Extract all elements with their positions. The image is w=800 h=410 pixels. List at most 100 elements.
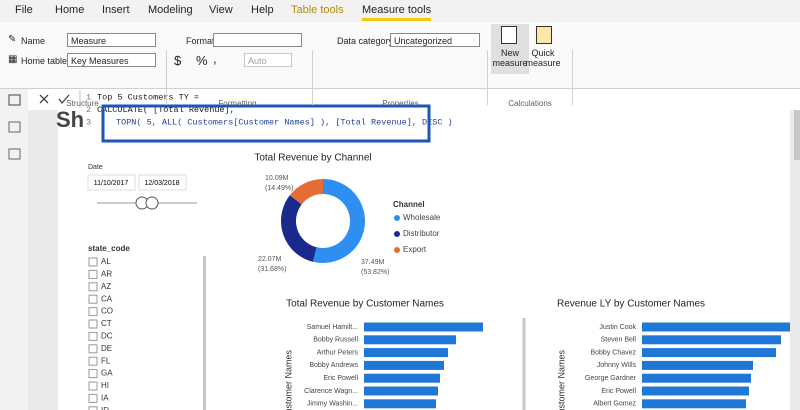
legend-marker xyxy=(394,247,400,253)
currency-button[interactable]: $ xyxy=(174,53,182,68)
date-end-box[interactable] xyxy=(138,174,187,191)
slicer-title: state_code xyxy=(88,244,130,253)
category-label: Justin Cook xyxy=(599,324,636,331)
pie-slice xyxy=(289,179,323,205)
group-label: Properties xyxy=(382,99,419,108)
category-label: Eric Powell xyxy=(323,375,358,382)
tab-bar: File Home Insert Modeling View Help Table tool… xyxy=(0,0,800,22)
quick-measure-icon xyxy=(536,26,552,44)
legend-label: Wholesale xyxy=(403,213,441,222)
data-label: 10.09M xyxy=(265,175,289,182)
pie-slice xyxy=(281,195,317,262)
slicer-item: CO xyxy=(101,307,113,316)
bar xyxy=(642,386,749,396)
slicer-item: HI xyxy=(101,381,109,390)
visuals: Total Revenue by Channel 37.49M (53.82%) 22… xyxy=(254,153,790,410)
checkbox[interactable] xyxy=(88,257,98,267)
checkbox[interactable] xyxy=(88,282,98,292)
bar xyxy=(364,360,444,370)
report-title: Sh xyxy=(56,107,84,132)
comma-button[interactable]: , xyxy=(213,51,217,66)
name-input[interactable]: Measure xyxy=(67,33,156,47)
checkbox[interactable] xyxy=(88,319,98,329)
date-start-box[interactable] xyxy=(87,174,136,191)
percent-button[interactable]: % xyxy=(196,53,208,68)
chart-title: Total Revenue by Customer Names xyxy=(286,299,444,310)
bar xyxy=(642,360,753,370)
bar xyxy=(642,322,790,332)
slicer-item: ID xyxy=(101,406,109,410)
report-view-icon[interactable] xyxy=(8,94,21,106)
quick-measure-button[interactable]: Quick measure xyxy=(525,48,561,68)
context-tab[interactable]: Table tools xyxy=(291,4,344,16)
page-scrollbar[interactable] xyxy=(794,100,800,160)
data-category-select[interactable]: Uncategorized xyxy=(390,33,480,47)
group-separator xyxy=(166,50,167,105)
data-view-icon[interactable] xyxy=(8,121,21,133)
line-number: 2 xyxy=(86,105,91,115)
ribbon-tab[interactable]: File xyxy=(15,4,33,16)
new-measure-icon xyxy=(501,26,517,44)
cancel-icon[interactable] xyxy=(39,94,49,104)
line-number: 1 xyxy=(86,92,91,102)
ribbon-tab[interactable]: Insert xyxy=(102,4,130,16)
checkbox[interactable] xyxy=(88,331,98,341)
format-select[interactable] xyxy=(213,33,302,47)
legend-marker xyxy=(394,231,400,237)
category-label: George Gardner xyxy=(585,375,637,382)
group-separator xyxy=(572,50,573,105)
ribbon-tab[interactable]: View xyxy=(209,4,233,16)
new-measure-button[interactable]: New measure xyxy=(492,48,528,68)
bar xyxy=(364,373,440,383)
category-label: Jimmy Washin... xyxy=(307,401,358,408)
slicer-item: IA xyxy=(101,394,109,403)
model-view-icon[interactable] xyxy=(8,148,21,160)
home-table-select[interactable]: Key Measures xyxy=(67,53,156,67)
checkbox[interactable] xyxy=(88,269,98,279)
legend-title: Channel xyxy=(393,200,425,209)
legend-marker xyxy=(394,215,400,221)
checkbox[interactable] xyxy=(88,344,98,354)
group-separator xyxy=(312,50,313,105)
slicer-item: AR xyxy=(101,270,112,279)
slicer-scrollbar[interactable] xyxy=(203,256,206,410)
group-label: Calculations xyxy=(508,99,552,108)
chart-title: Revenue LY by Customer Names xyxy=(557,299,705,310)
percent-label: (14.49%) xyxy=(265,185,293,192)
category-label: Samuel Hamilt... xyxy=(307,324,358,331)
ribbon-tab[interactable]: Help xyxy=(251,4,274,16)
checkbox[interactable] xyxy=(88,307,98,317)
commit-icon[interactable] xyxy=(58,94,70,105)
category-label: Eric Powell xyxy=(601,388,636,395)
ribbon-tab[interactable]: Home xyxy=(55,4,85,16)
checkbox[interactable] xyxy=(88,294,98,304)
group-label: Structure xyxy=(66,99,99,108)
code-line: CALCULATE( [Total Revenue], xyxy=(97,105,235,115)
category-label: Arthur Peters xyxy=(317,349,359,356)
checkbox[interactable] xyxy=(88,356,98,366)
bar xyxy=(364,399,436,409)
bar xyxy=(364,386,438,396)
checkbox[interactable] xyxy=(88,393,98,403)
checkbox[interactable] xyxy=(88,381,98,391)
slicer-item: AL xyxy=(101,257,111,266)
category-label: Johnny Wills xyxy=(597,362,637,369)
chart-title: Total Revenue by Channel xyxy=(254,153,371,164)
name-label: Name xyxy=(21,36,46,46)
checkbox[interactable] xyxy=(88,406,98,410)
slicer-title: Date xyxy=(88,164,103,171)
decimal-input[interactable]: Auto xyxy=(244,53,292,67)
legend-label: Export xyxy=(403,245,427,254)
category-label: Clarence Wagn... xyxy=(304,388,358,395)
slicer-item: DE xyxy=(101,344,112,353)
pie-slice xyxy=(312,178,366,263)
code-line: Top 5 Customers TY = xyxy=(97,92,199,102)
bar xyxy=(642,348,776,358)
data-label: 37.49M xyxy=(361,259,385,266)
ribbon-tab[interactable]: Modeling xyxy=(148,4,193,16)
slider-handle[interactable] xyxy=(145,196,159,210)
checkbox[interactable] xyxy=(88,369,98,379)
bar xyxy=(364,335,456,345)
bar xyxy=(642,335,781,345)
context-tab[interactable]: Measure tools xyxy=(362,4,432,21)
